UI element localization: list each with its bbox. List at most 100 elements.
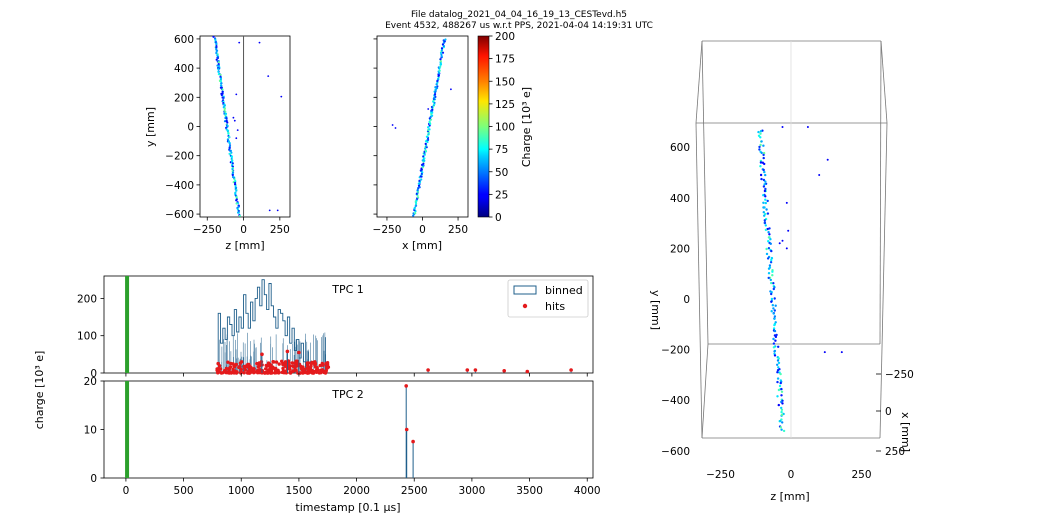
tpc2-x-axis-label: timestamp [0.1 μs] (295, 501, 400, 514)
track-hit-point (427, 126, 430, 129)
track-hit-point (779, 426, 782, 429)
track-hit-point (780, 413, 784, 416)
hit-marker (297, 362, 302, 367)
track-hit-point (224, 110, 227, 113)
track-hit-point (436, 85, 439, 88)
track-hit-point (772, 282, 775, 285)
hit-marker (291, 364, 295, 368)
hit-marker (228, 370, 232, 375)
track-hit-point (220, 94, 223, 97)
isolated-hit-point (232, 116, 235, 119)
track-hit-point (219, 73, 222, 76)
x-tick-label: 0 (123, 485, 130, 497)
track-hit-point (434, 88, 437, 91)
trigger-marker (125, 381, 130, 478)
track-hit-point (419, 175, 422, 178)
hit-marker (263, 371, 267, 375)
colorbar-tick-label: 100 (495, 122, 515, 134)
hit-marker (243, 368, 248, 372)
track-hit-point (779, 419, 782, 423)
tpc1-legend: binned hits (507, 279, 589, 318)
hit-marker (267, 370, 272, 375)
track-hit-point (435, 87, 439, 90)
track-hit-point (422, 162, 425, 165)
track-hit-point (414, 204, 417, 207)
hit-marker (232, 371, 236, 375)
hit-marker (223, 370, 227, 374)
hit-marker (272, 360, 276, 364)
y-tick-label: 20 (84, 376, 97, 388)
binned-histogram (217, 279, 307, 373)
track-hit-point (225, 117, 228, 120)
track-hit-point (441, 43, 444, 46)
track-hit-point (759, 161, 763, 164)
isolated-hit-point (280, 95, 283, 98)
hit-marker (233, 364, 237, 368)
track-hit-point (770, 249, 773, 253)
box-edge (695, 40, 703, 124)
depth-tick-label: 250 (885, 446, 905, 458)
isolated-hit-point (778, 242, 781, 245)
hit-marker (255, 370, 260, 374)
track-hit-point (772, 327, 776, 330)
tpc2-plot-layer (125, 381, 415, 478)
hit-marker (260, 352, 264, 357)
view3d-x-axis-label: z [mm] (770, 490, 809, 503)
track-hit-point (226, 121, 229, 124)
track-hit-point (234, 184, 237, 188)
track-hit-point (219, 80, 222, 83)
track-hit-point (769, 261, 773, 264)
hit-marker (253, 370, 257, 374)
isolated-hit-point (806, 126, 809, 128)
track-hit-point (217, 70, 220, 73)
track-hit-point (771, 304, 774, 307)
track-hit-point (767, 272, 771, 275)
view3d-z-ticks: −250 0 250 (706, 469, 871, 481)
hit-marker (426, 368, 430, 372)
track-hit-point (765, 247, 768, 251)
y-tick-label: −400 (661, 395, 690, 407)
track-hit-point (765, 252, 769, 256)
track-hit-point (230, 156, 233, 159)
track-hit-point (429, 115, 432, 119)
track-hit-point (417, 196, 420, 199)
view3d-panel: −600 −400 −200 0 200 400 600 −250 0 250 −250 0 250… (649, 40, 914, 503)
track-hit-point (427, 138, 430, 141)
y-tick-label: −200 (661, 345, 690, 357)
tpc1-plot-layer (125, 276, 573, 375)
track-hit-point (425, 145, 428, 148)
hit-marker (248, 366, 253, 370)
y-tick-label: 600 (174, 34, 194, 46)
hit-marker (310, 370, 314, 375)
track-hit-point (759, 130, 763, 133)
track-hit-point (441, 51, 445, 54)
track-hit-point (760, 140, 763, 143)
track-hit-point (428, 128, 431, 131)
hit-marker (569, 368, 573, 372)
track-hit-point (768, 233, 771, 236)
track-hit-point (776, 369, 780, 372)
track-hit-point (439, 51, 443, 55)
hit-marker (229, 361, 233, 366)
track-hit-point (767, 247, 771, 250)
track-hit-point (437, 78, 440, 81)
track-hit-point (228, 142, 231, 145)
track-hit-point (773, 309, 776, 312)
track-hit-point (764, 187, 767, 191)
track-hit-point (227, 140, 230, 143)
track-hit-point (777, 361, 781, 365)
isolated-hit-point (236, 129, 239, 132)
track-hit-point (762, 156, 765, 160)
hit-marker (323, 371, 328, 375)
track-hit-point (770, 297, 774, 301)
hit-marker (281, 366, 285, 371)
track-hit-point (762, 185, 766, 188)
colorbar-tick-label: 150 (495, 76, 515, 88)
track-hit-point (770, 258, 773, 262)
hit-marker (302, 367, 306, 371)
track-hit-point (779, 372, 782, 376)
isolated-hit-point (235, 93, 238, 96)
track-hit-point (227, 132, 230, 135)
hit-marker (325, 366, 329, 370)
track-hit-point (769, 278, 772, 282)
